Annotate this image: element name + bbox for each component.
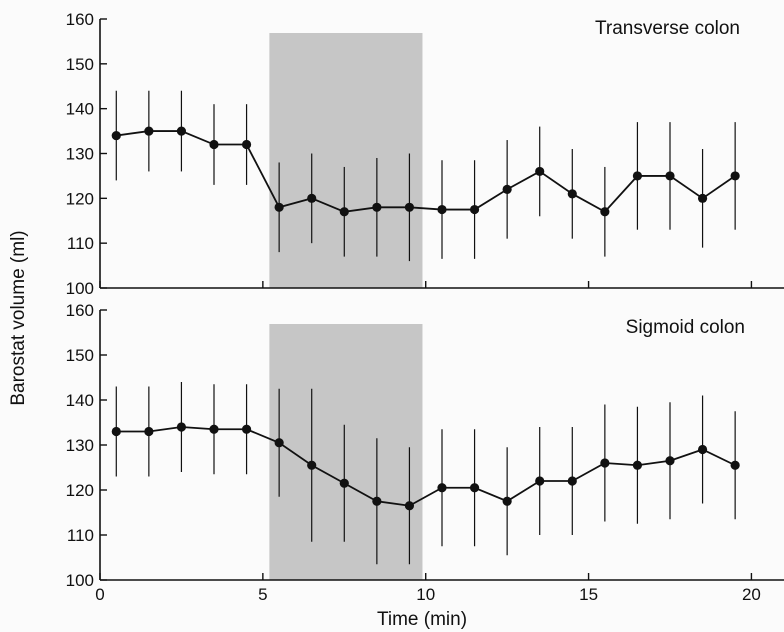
transverse-data-point (632, 171, 643, 181)
sigmoid-data-point (241, 424, 252, 434)
sigmoid-data-point (176, 422, 187, 432)
transverse-data-point (307, 193, 317, 203)
sigmoid-x-tick-label: 15 (579, 585, 598, 604)
sigmoid-y-tick-label: 100 (66, 571, 94, 590)
transverse-data-point (144, 126, 154, 136)
transverse-y-tick-label: 130 (66, 145, 94, 164)
transverse-colon-title: Transverse colon (595, 18, 740, 39)
sigmoid-data-point (111, 426, 121, 437)
sigmoid-data-point (632, 460, 643, 470)
sigmoid-data-point (600, 458, 610, 468)
sigmoid-y-tick-label: 130 (66, 436, 94, 455)
sigmoid-data-point (502, 496, 512, 506)
sigmoid-series-line (116, 426, 736, 507)
sigmoid-data-point (372, 496, 382, 506)
sigmoid-x-tick-label: 5 (258, 585, 267, 604)
sigmoid-data-point (437, 483, 447, 493)
sigmoid-y-tick-label: 160 (66, 301, 94, 320)
transverse-shaded-interval (269, 33, 423, 288)
y-axis-label: Barostat volume (ml) (8, 230, 29, 405)
transverse-data-point (567, 189, 577, 199)
sigmoid-colon-panel: Sigmoid colon 100 110 120 130 140 150 160 0 5 10 1… (66, 301, 784, 604)
transverse-data-point (469, 204, 480, 215)
transverse-y-tick-label: 120 (66, 189, 94, 208)
transverse-data-point (535, 166, 545, 177)
sigmoid-x-tick-label: 20 (742, 585, 761, 604)
transverse-y-tick-label: 160 (66, 10, 94, 29)
transverse-y-tick-label: 110 (67, 234, 94, 253)
transverse-y-tick-label: 150 (66, 55, 94, 74)
sigmoid-data-point (665, 456, 675, 466)
sigmoid-data-point (567, 476, 577, 486)
sigmoid-data-point (209, 424, 219, 434)
transverse-data-point (697, 193, 708, 203)
x-axis-label: Time (min) (377, 609, 467, 630)
sigmoid-data-point (469, 483, 480, 493)
sigmoid-data-point (339, 478, 349, 488)
sigmoid-data-point (730, 460, 740, 470)
sigmoid-data-point (404, 501, 415, 511)
sigmoid-y-tick-label: 110 (67, 526, 94, 545)
sigmoid-colon-title: Sigmoid colon (626, 317, 745, 338)
sigmoid-y-tick-label: 120 (66, 481, 94, 500)
sigmoid-data-point (144, 426, 154, 437)
sigmoid-x-tick-label: 0 (95, 585, 104, 604)
transverse-data-point (502, 184, 512, 194)
sigmoid-data-point (535, 476, 545, 486)
sigmoid-y-tick-label: 150 (66, 346, 94, 365)
sigmoid-shaded-interval (269, 324, 423, 580)
transverse-data-point (241, 139, 252, 150)
transverse-data-point (404, 202, 415, 212)
transverse-colon-panel: Transverse colon 100 110 120 130 140 150 160 (66, 10, 784, 298)
transverse-data-point (665, 171, 675, 181)
sigmoid-x-tick-label: 10 (416, 585, 435, 604)
transverse-data-point (600, 207, 610, 217)
transverse-data-point (209, 139, 219, 150)
transverse-data-point (274, 202, 284, 212)
transverse-data-point (176, 126, 187, 136)
transverse-y-tick-label: 100 (66, 279, 94, 298)
transverse-data-point (339, 207, 349, 217)
transverse-data-point (437, 204, 447, 215)
transverse-data-point (111, 130, 121, 141)
transverse-data-point (372, 202, 382, 212)
sigmoid-data-point (697, 444, 708, 455)
sigmoid-y-tick-label: 140 (66, 391, 94, 410)
sigmoid-data-point (307, 460, 317, 470)
transverse-data-point (730, 171, 740, 181)
transverse-y-tick-label: 140 (66, 100, 94, 119)
sigmoid-data-point (274, 438, 284, 448)
transverse-series-line (116, 130, 736, 213)
